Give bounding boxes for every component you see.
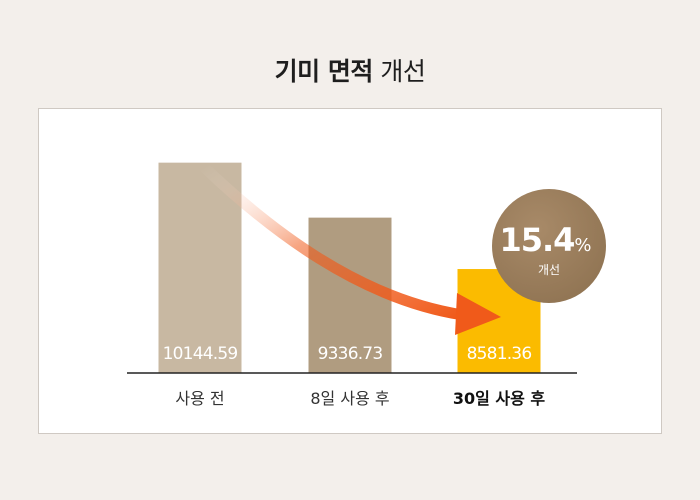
bar-1 xyxy=(158,162,242,373)
bar-value-label-1: 10144.59 xyxy=(163,344,238,364)
category-label-2: 8일 사용 후 xyxy=(310,389,389,408)
trend-arrow-shaft xyxy=(198,161,469,321)
chart-title-regular: 개선 xyxy=(380,57,426,86)
improvement-label: 개선 xyxy=(538,263,560,277)
category-label-3: 30일 사용 후 xyxy=(453,389,546,408)
bar-value-label-3: 8581.36 xyxy=(467,344,532,364)
trend-arrow-head xyxy=(455,293,501,335)
improvement-badge xyxy=(492,189,606,303)
improvement-value: 15.4% xyxy=(499,221,591,259)
category-label-1: 사용 전 xyxy=(175,389,224,408)
bar-value-label-2: 9336.73 xyxy=(318,344,383,364)
chart-title-bold: 기미 면적 xyxy=(274,57,374,86)
bar-chart: 10144.59 9336.73 8581.36 사용 전 8일 사용 후 30일 사용 … xyxy=(127,161,606,408)
chart-title: 기미 면적 개선 xyxy=(0,52,700,88)
chart-panel: 10144.59 9336.73 8581.36 사용 전 8일 사용 후 30일 사용 … xyxy=(38,108,662,434)
